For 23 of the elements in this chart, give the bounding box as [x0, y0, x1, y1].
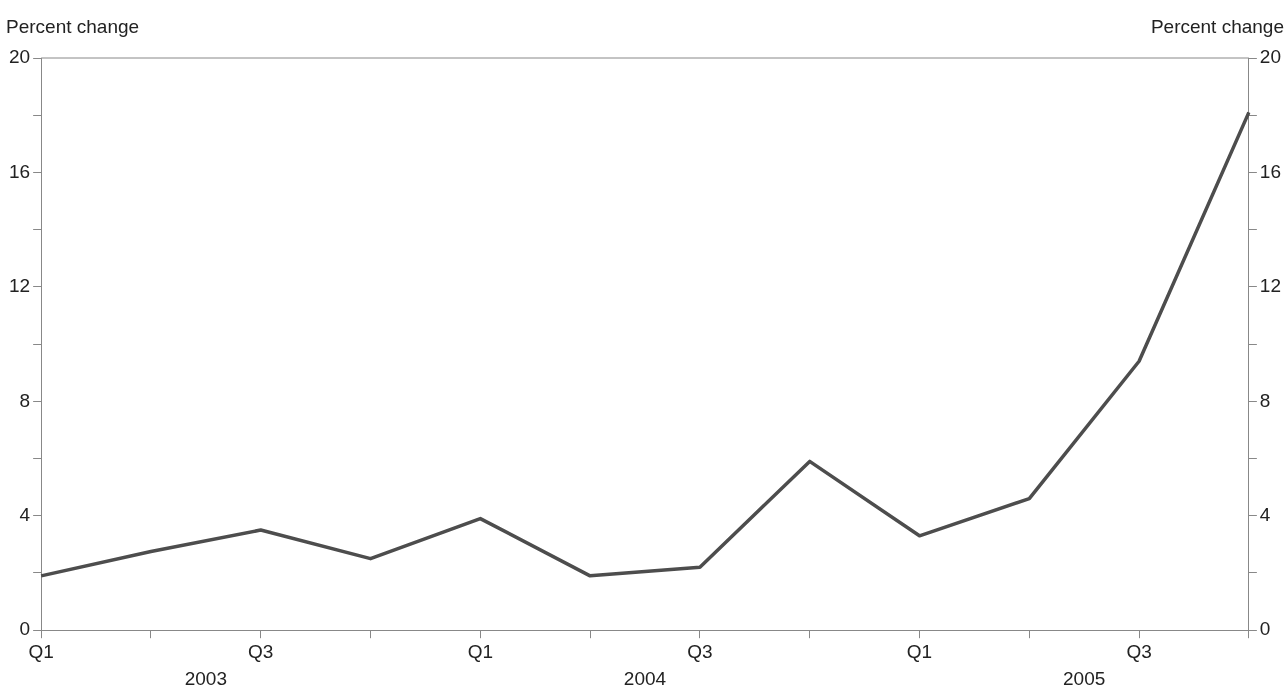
y2-tick-label: 20: [1259, 46, 1282, 68]
y-tick-label: 4: [19, 503, 31, 525]
y2-tick-label: 16: [1259, 160, 1282, 182]
y-axis-title: Percent change: [6, 16, 140, 38]
x-tick-label: Q1: [906, 640, 933, 662]
y2-axis-title: Percent change: [1150, 16, 1284, 38]
y2-tick-label: 12: [1259, 275, 1282, 297]
y2-tick-label: 4: [1259, 503, 1271, 525]
y-tick-label: 8: [19, 389, 31, 411]
y2-tick-label: 0: [1259, 618, 1271, 640]
y-tick-label: 12: [8, 275, 31, 297]
text: 2005: [1063, 667, 1106, 689]
x-tick-label: Q3: [1126, 640, 1152, 662]
y-tick-label: 0: [19, 618, 31, 640]
text: 2004: [623, 667, 667, 689]
y2-tick-label: 8: [1259, 389, 1271, 411]
x-tick-label: Q3: [687, 640, 713, 662]
text: 2003: [184, 667, 227, 689]
x-tick-label: Q1: [28, 640, 54, 662]
y-tick-label: 20: [8, 46, 31, 68]
x-tick-label: Q3: [248, 640, 274, 662]
y-tick-label: 16: [8, 160, 31, 182]
x-tick-label: Q1: [467, 640, 493, 662]
